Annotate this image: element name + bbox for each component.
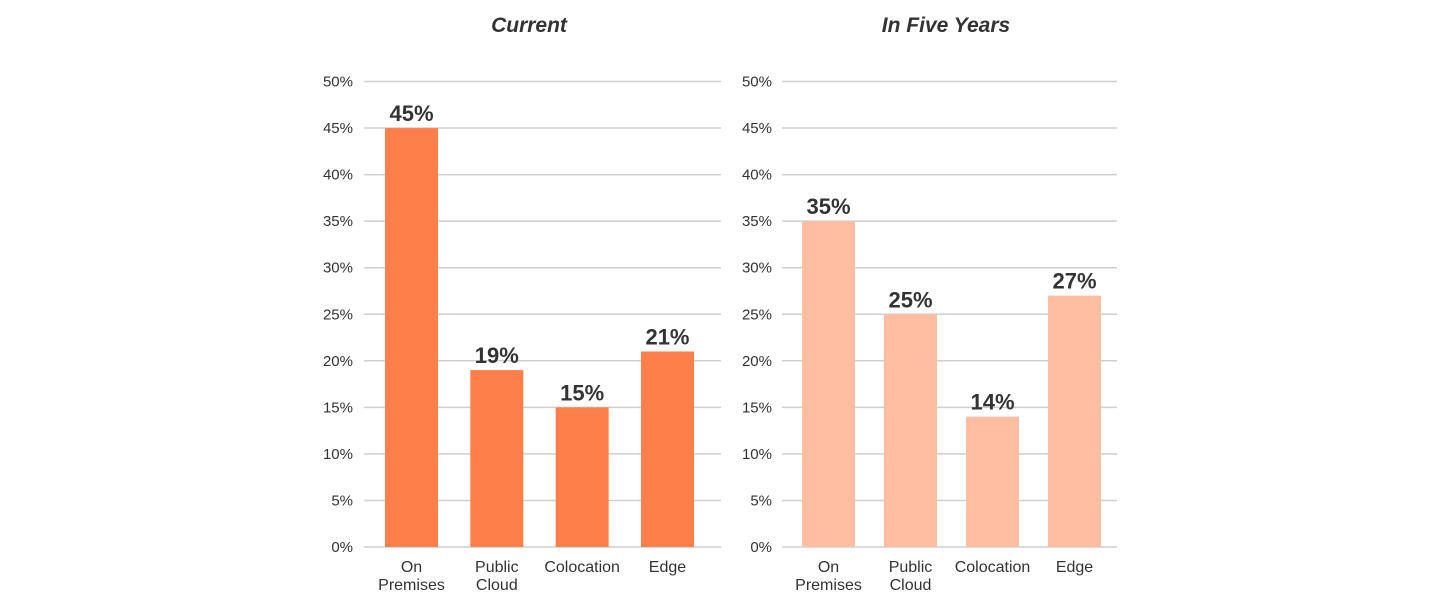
y-tick-label: 35% — [323, 213, 353, 230]
y-tick-label: 35% — [742, 213, 772, 230]
y-tick-label: 0% — [331, 539, 353, 556]
bar — [385, 128, 438, 548]
y-tick-label: 15% — [742, 399, 772, 416]
category-label: Colocation — [544, 559, 620, 576]
y-tick-label: 45% — [323, 120, 353, 137]
bar — [1048, 295, 1101, 547]
data-label: 27% — [1052, 269, 1096, 294]
category-label: Colocation — [955, 559, 1031, 576]
chart-title: In Five Years — [882, 14, 1010, 37]
y-tick-label: 25% — [323, 306, 353, 323]
category-label: Edge — [1056, 559, 1093, 576]
data-label: 15% — [560, 380, 604, 405]
y-tick-label: 10% — [323, 446, 353, 463]
bar — [884, 314, 937, 547]
y-tick-label: 30% — [323, 260, 353, 277]
y-tick-label: 0% — [750, 539, 772, 556]
data-label: 19% — [475, 343, 519, 368]
bar — [640, 351, 694, 547]
category-label: On Premises — [795, 559, 862, 594]
data-label: 21% — [645, 324, 689, 349]
y-tick-label: 20% — [323, 353, 353, 370]
y-tick-label: 50% — [742, 74, 772, 91]
chart-title: Current — [491, 14, 568, 37]
bar — [470, 370, 524, 547]
current-chart: Current 0%5%10%15%20%25%30%35%40%45%50% … — [323, 14, 721, 594]
data-label: 25% — [888, 287, 932, 312]
bar — [555, 407, 609, 547]
data-label: 35% — [806, 194, 850, 219]
y-tick-label: 25% — [742, 306, 772, 323]
y-tick-label: 40% — [742, 167, 772, 184]
y-tick-label: 10% — [742, 446, 772, 463]
five-years-chart: In Five Years 0% 5% 10% 15% 20% 25% 30% 35% 40% 4… — [742, 14, 1117, 594]
y-tick-label: 45% — [742, 120, 772, 137]
bar — [966, 416, 1019, 547]
category-label: Edge — [649, 559, 686, 576]
y-tick-label: 50% — [323, 74, 353, 91]
category-label: Public Cloud — [475, 559, 519, 594]
data-label: 14% — [970, 390, 1014, 415]
category-label: On Premises — [378, 559, 445, 594]
y-tick-label: 30% — [742, 260, 772, 277]
category-label: Public Cloud — [889, 559, 933, 594]
y-tick-label: 40% — [323, 167, 353, 184]
data-label: 45% — [389, 101, 433, 126]
y-tick-label: 5% — [750, 492, 772, 509]
y-tick-label: 5% — [331, 492, 353, 509]
y-tick-label: 20% — [742, 353, 772, 370]
bar — [802, 221, 855, 547]
y-tick-label: 15% — [323, 399, 353, 416]
